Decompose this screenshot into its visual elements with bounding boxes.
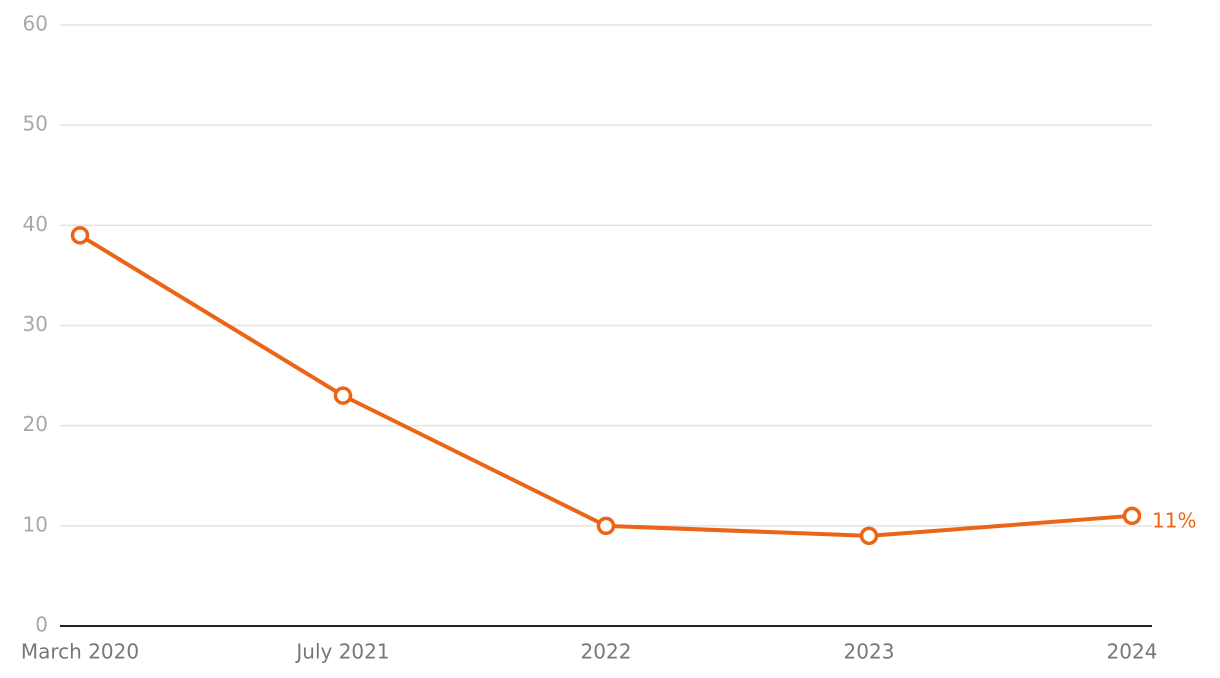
data-label: 11%: [1152, 508, 1196, 532]
point: [859, 526, 879, 546]
y-tick-label: 20: [23, 412, 48, 436]
y-tick-label: 60: [23, 12, 48, 36]
y-tick-label: 30: [23, 312, 48, 336]
y-tick-label: 10: [23, 512, 48, 536]
point: [1122, 506, 1142, 526]
point: [70, 226, 90, 245]
y-tick-label: 50: [23, 112, 48, 136]
x-tick-label: 2022: [581, 640, 632, 664]
x-tick-label: July 2021: [294, 640, 389, 664]
x-tick-label: 2024: [1107, 640, 1158, 664]
x-tick-label: March 2020: [21, 640, 139, 664]
point: [596, 516, 616, 536]
line: [78, 233, 1133, 538]
y-tick-label: 40: [23, 212, 48, 236]
point: [333, 386, 353, 405]
x-tick-label: 2023: [844, 640, 895, 664]
y-tick-label: 0: [35, 613, 48, 637]
